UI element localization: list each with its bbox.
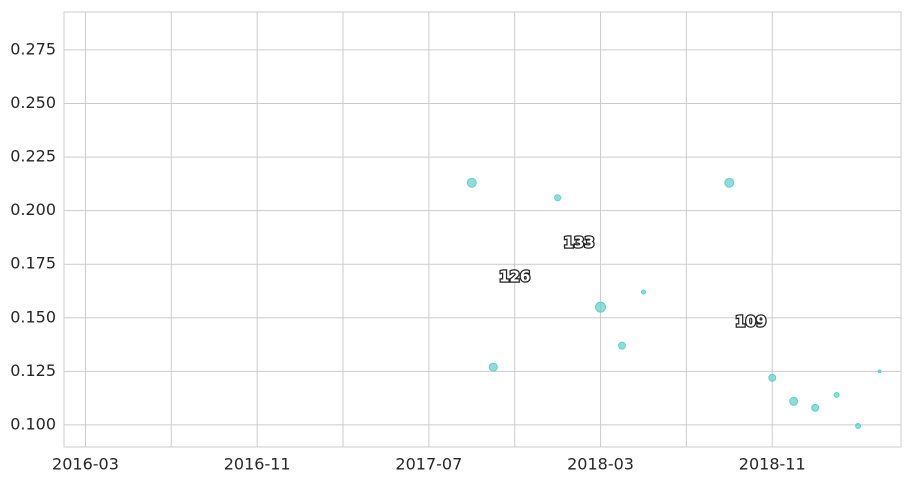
point <box>877 369 882 374</box>
y-tick-label: 0.125 <box>10 361 56 380</box>
point <box>811 403 820 412</box>
point <box>466 177 477 188</box>
point <box>855 423 862 429</box>
y-tick-label: 0.150 <box>10 307 56 326</box>
point <box>768 373 777 382</box>
point <box>789 396 799 406</box>
point <box>618 341 626 350</box>
x-tick-label: 2018-11 <box>739 455 806 474</box>
point <box>595 301 607 313</box>
y-tick-label: 0.225 <box>10 147 56 166</box>
plot-frame <box>63 11 902 448</box>
point <box>488 362 498 372</box>
x-tick-label: 2016-11 <box>224 455 291 474</box>
point <box>554 194 562 202</box>
point <box>640 289 646 295</box>
y-tick-label: 0.175 <box>10 254 56 273</box>
annotation: 109 <box>735 313 766 331</box>
y-tick-label: 0.275 <box>10 39 56 58</box>
x-tick-label: 2016-03 <box>52 455 119 474</box>
annotation: 126 <box>499 268 530 286</box>
annotation: 133 <box>563 233 594 251</box>
point <box>724 177 735 188</box>
x-tick-label: 2018-03 <box>567 455 634 474</box>
point <box>833 391 840 398</box>
y-tick-label: 0.100 <box>10 414 56 433</box>
y-tick-label: 0.200 <box>10 200 56 219</box>
x-tick-label: 2017-07 <box>395 455 462 474</box>
y-tick-label: 0.250 <box>10 93 56 112</box>
